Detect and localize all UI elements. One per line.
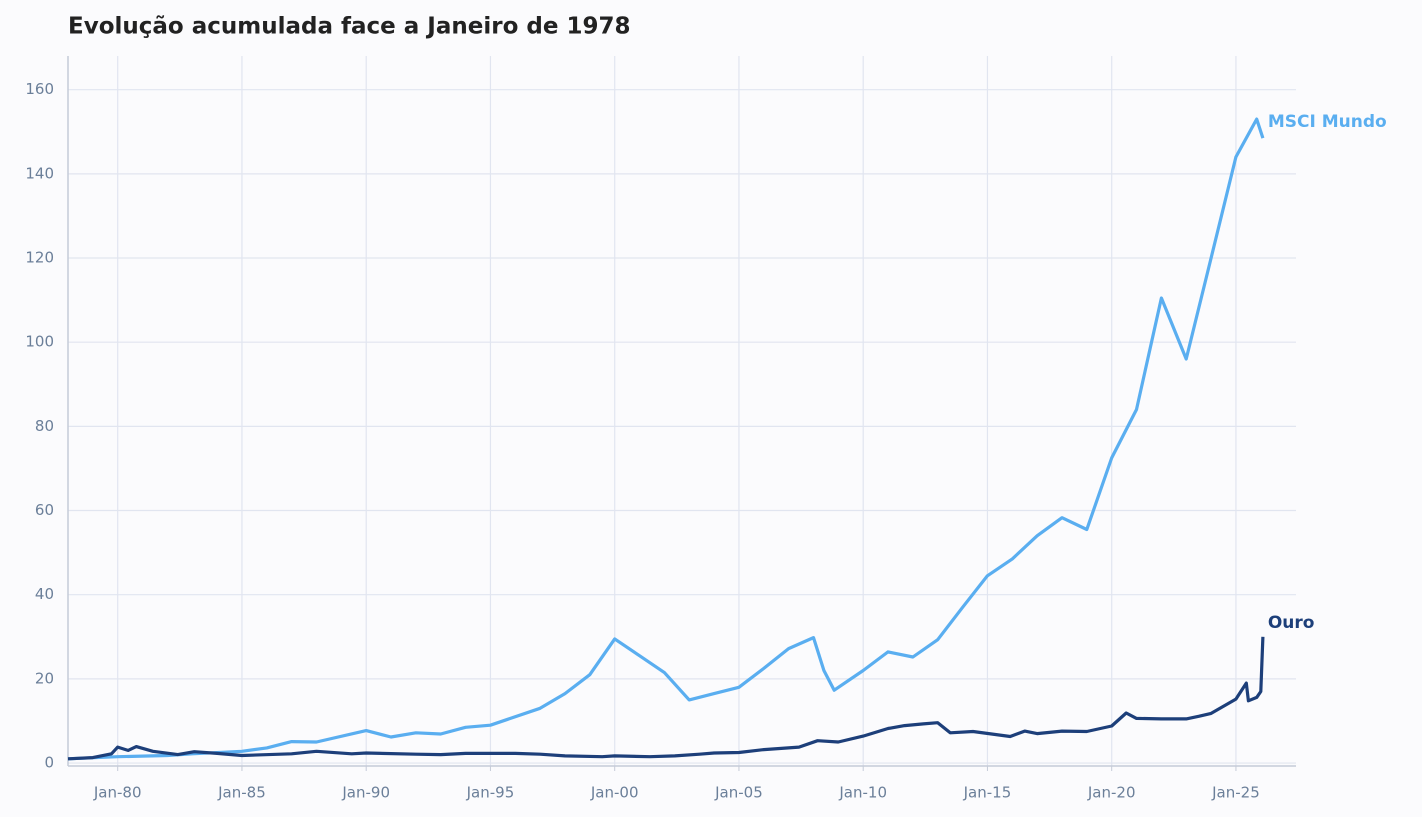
series-label: MSCI Mundo — [1268, 112, 1387, 132]
y-tick-label: 80 — [35, 417, 54, 435]
x-tick-label: Jan-80 — [93, 784, 142, 802]
line-series — [67, 117, 1265, 761]
x-tick-label: Jan-90 — [341, 784, 390, 802]
y-tick-label: 40 — [35, 585, 54, 603]
y-tick-label: 140 — [25, 164, 54, 182]
line-series — [67, 636, 1265, 761]
chart-title: Evolução acumulada face a Janeiro de 197… — [68, 14, 630, 40]
y-tick-label: 0 — [44, 754, 54, 772]
x-tick-label: Jan-25 — [1211, 784, 1260, 802]
series-label: Ouro — [1268, 613, 1315, 633]
x-tick-label: Jan-05 — [714, 784, 763, 802]
y-tick-label: 100 — [25, 333, 54, 351]
y-tick-label: 60 — [35, 501, 54, 519]
x-tick-label: Jan-10 — [838, 784, 887, 802]
y-tick-label: 160 — [25, 80, 54, 98]
x-tick-label: Jan-00 — [590, 784, 639, 802]
y-tick-label: 20 — [35, 669, 54, 687]
x-tick-label: Jan-15 — [963, 784, 1012, 802]
x-tick-label: Jan-95 — [466, 784, 515, 802]
x-tick-label: Jan-85 — [217, 784, 266, 802]
x-tick-label: Jan-20 — [1087, 784, 1136, 802]
y-tick-label: 120 — [25, 249, 54, 267]
